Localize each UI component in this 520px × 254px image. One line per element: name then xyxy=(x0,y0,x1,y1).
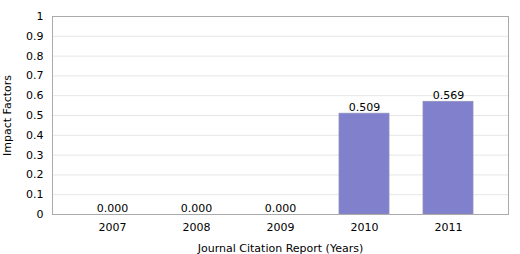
svg-text:0.4: 0.4 xyxy=(26,129,44,142)
svg-text:0.000: 0.000 xyxy=(181,202,213,215)
svg-text:0.7: 0.7 xyxy=(26,69,44,82)
svg-text:0.1: 0.1 xyxy=(26,188,44,201)
svg-text:Impact Factors: Impact Factors xyxy=(1,75,14,156)
svg-text:0.509: 0.509 xyxy=(349,101,381,114)
svg-text:0.3: 0.3 xyxy=(26,149,44,162)
svg-text:2010: 2010 xyxy=(351,221,379,234)
svg-text:0.569: 0.569 xyxy=(433,89,465,102)
svg-text:2009: 2009 xyxy=(267,221,295,234)
svg-text:2011: 2011 xyxy=(435,221,463,234)
svg-text:2007: 2007 xyxy=(99,221,127,234)
svg-text:1: 1 xyxy=(37,10,44,23)
svg-text:0.2: 0.2 xyxy=(26,168,44,181)
svg-text:0.000: 0.000 xyxy=(265,202,297,215)
svg-text:0.5: 0.5 xyxy=(26,109,44,122)
svg-text:0.000: 0.000 xyxy=(97,202,129,215)
svg-text:2008: 2008 xyxy=(183,221,211,234)
svg-text:0.6: 0.6 xyxy=(26,89,44,102)
svg-text:Journal Citation Report (Years: Journal Citation Report (Years) xyxy=(197,242,363,254)
svg-text:0.8: 0.8 xyxy=(26,50,44,63)
svg-text:0.9: 0.9 xyxy=(26,30,44,43)
svg-text:0: 0 xyxy=(37,208,44,221)
